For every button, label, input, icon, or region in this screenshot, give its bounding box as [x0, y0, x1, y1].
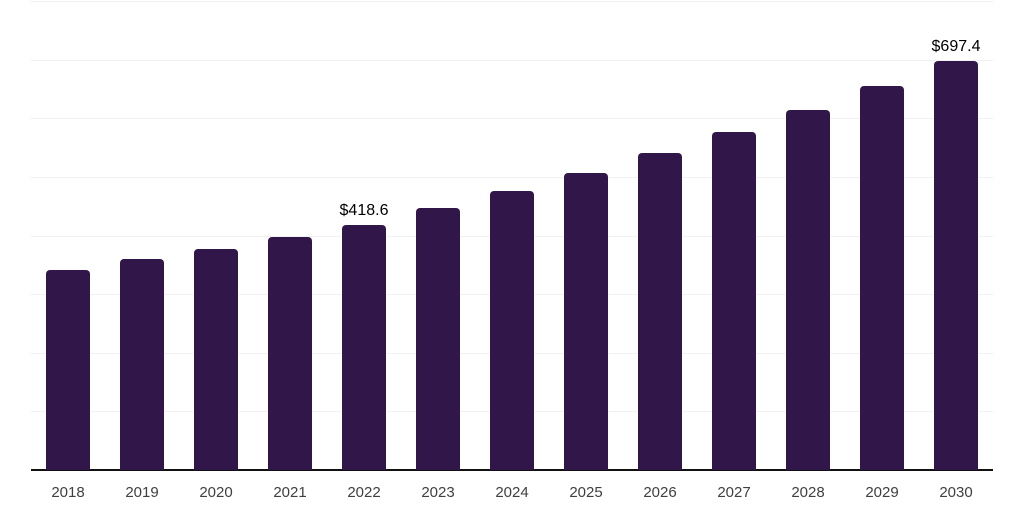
bar-2029[interactable] — [860, 86, 904, 470]
bar-2030[interactable] — [934, 61, 978, 470]
x-axis-line — [31, 469, 993, 471]
x-tick-label-2021: 2021 — [273, 484, 307, 501]
bar-2021[interactable] — [268, 236, 312, 470]
bar-2028[interactable] — [786, 110, 830, 470]
gridline-800 — [31, 1, 993, 2]
x-tick-label-2028: 2028 — [791, 484, 825, 501]
plot-area: $418.6 $697.4 — [31, 1, 993, 471]
x-tick-label-2029: 2029 — [865, 484, 899, 501]
x-tick-label-2024: 2024 — [495, 484, 529, 501]
bar-2019[interactable] — [120, 259, 164, 470]
x-tick-label-2025: 2025 — [569, 484, 603, 501]
x-axis-labels: 2018 2019 2020 2021 2022 2023 2024 2025 2026 2027… — [31, 481, 993, 505]
x-tick-label-2019: 2019 — [125, 484, 159, 501]
gridline-700 — [31, 59, 993, 61]
x-tick-label-2026: 2026 — [643, 484, 677, 501]
bar-2022[interactable] — [342, 224, 386, 470]
x-tick-label-2018: 2018 — [51, 484, 85, 501]
bar-2023[interactable] — [416, 208, 460, 470]
bar-2024[interactable] — [490, 191, 534, 470]
x-tick-label-2020: 2020 — [199, 484, 233, 501]
gridline-600 — [31, 118, 993, 120]
bar-2018[interactable] — [46, 269, 90, 470]
bar-2027[interactable] — [712, 132, 756, 470]
x-tick-label-2023: 2023 — [421, 484, 455, 501]
point-label-2022: $418.6 — [339, 201, 389, 219]
bar-2025[interactable] — [564, 172, 608, 470]
x-tick-label-2027: 2027 — [717, 484, 751, 501]
bar-2020[interactable] — [194, 248, 238, 470]
point-label-2030: $697.4 — [931, 38, 981, 56]
gridline-500 — [31, 176, 993, 178]
x-tick-label-2022: 2022 — [347, 484, 381, 501]
x-tick-label-2030: 2030 — [939, 484, 973, 501]
bar-2026[interactable] — [638, 153, 682, 470]
